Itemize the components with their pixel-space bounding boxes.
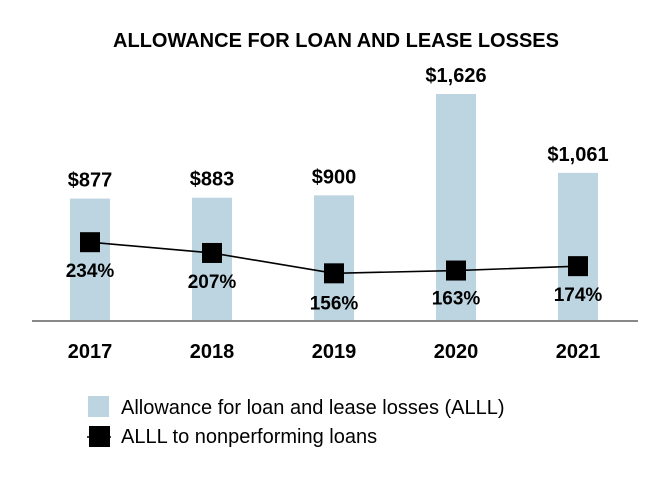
x-tick-label: 2019 (312, 341, 357, 363)
bar-value-label: $877 (68, 170, 113, 192)
x-tick-label: 2020 (434, 341, 479, 363)
x-tick-label: 2017 (68, 341, 113, 363)
x-tick-label: 2018 (190, 341, 235, 363)
ratio-value-label: 207% (188, 272, 237, 293)
bar-2020 (436, 94, 476, 321)
bar-value-label: $900 (312, 166, 357, 188)
labels-group: $877 2017 $883 2018 $900 2019 $1,626 2020 $1,061… (66, 65, 609, 363)
ratio-marker-2019 (324, 263, 344, 284)
ratio-marker-2018 (202, 242, 222, 263)
ratio-marker-2020 (446, 260, 466, 281)
x-tick-label: 2021 (556, 341, 601, 363)
legend-label-allowance: Allowance for loan and lease losses (ALL… (121, 397, 505, 419)
ratio-marker-2017 (80, 232, 100, 253)
bar-2017 (70, 198, 110, 321)
legend-label-ratio: ALLL to nonperforming loans (121, 426, 377, 448)
bar-value-label: $1,061 (547, 144, 608, 166)
bar-2021 (558, 172, 598, 321)
bar-value-label: $883 (190, 169, 235, 191)
ratio-marker-2021 (568, 256, 588, 277)
ratio-line-group (80, 232, 588, 284)
bar-2019 (314, 195, 354, 321)
bars-group (70, 94, 598, 321)
legend-swatch-allowance (88, 396, 109, 417)
ratio-value-label: 163% (432, 289, 481, 310)
chart-title: ALLOWANCE FOR LOAN AND LEASE LOSSES (113, 30, 559, 52)
ratio-value-label: 156% (310, 293, 359, 314)
ratio-value-label: 174% (554, 285, 603, 306)
legend: Allowance for loan and lease losses (ALL… (87, 396, 505, 448)
legend-marker-ratio (89, 426, 110, 447)
ratio-value-label: 234% (66, 261, 115, 282)
bar-value-label: $1,626 (425, 65, 486, 87)
